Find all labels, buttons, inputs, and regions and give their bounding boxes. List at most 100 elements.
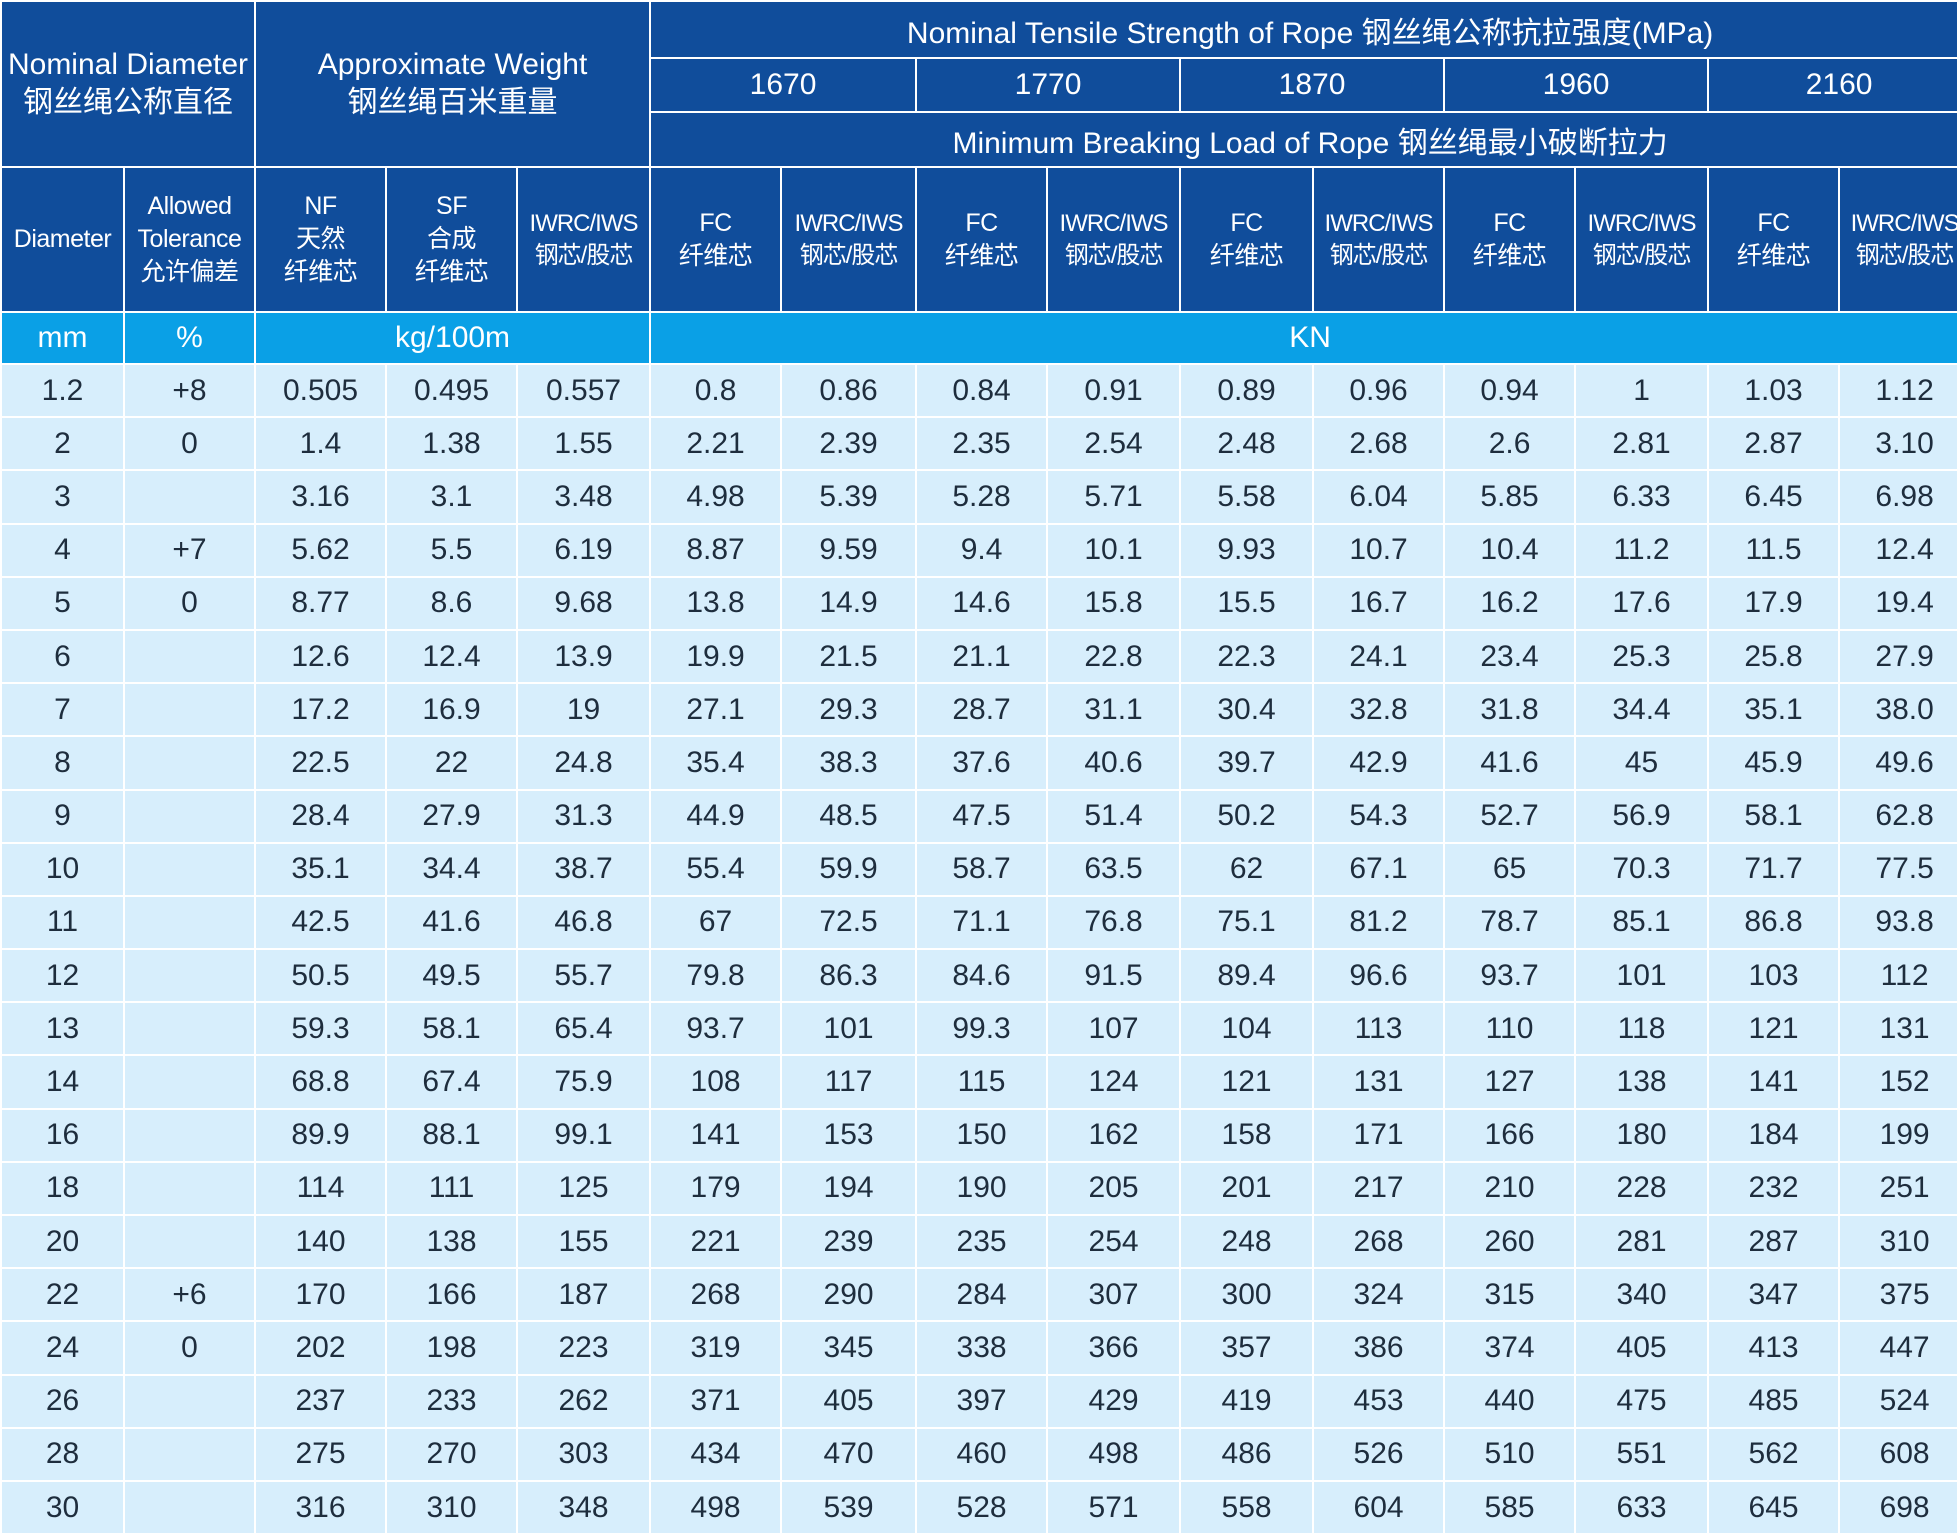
value-cell: 187 [516,1267,652,1323]
value-cell: 22.8 [1046,628,1182,685]
table-row: 10 35.1 34.4 38.7 55.4 59.9 58.7 63.5 62 67.1 65 70… [0,841,1957,897]
table-row: 14 68.8 67.4 75.9 108 117 115 124 121 131 127 138 14… [0,1054,1957,1110]
value-cell: 608 [1838,1426,1957,1482]
approx-weight-cn: 钢丝绳百米重量 [347,86,558,119]
value-cell: 79.8 [649,948,783,1004]
value-cell: 50.2 [1179,788,1315,844]
fc-header: FC 纤维芯 [1179,166,1315,313]
diameter-cell: 22 [0,1267,125,1323]
value-cell: 13.9 [516,628,652,685]
value-cell: 194 [780,1160,918,1217]
value-cell: 77.5 [1838,841,1957,897]
value-cell: 9.4 [915,522,1049,578]
unit-load: KN [649,311,1957,365]
value-cell: 39.7 [1179,735,1315,791]
value-cell: 140 [254,1213,388,1270]
value-cell: 202 [254,1320,388,1376]
value-cell: 113 [1312,1001,1446,1057]
value-cell: 115 [915,1054,1049,1110]
tolerance-cell: +7 [122,522,257,578]
tolerance-cell [122,628,257,685]
value-cell: 248 [1179,1213,1315,1270]
value-cell: 84.6 [915,948,1049,1004]
value-cell: 8.6 [385,575,519,631]
value-cell: 0.89 [1179,362,1315,419]
value-cell: 539 [780,1479,918,1536]
value-cell: 205 [1046,1160,1182,1217]
value-cell: 217 [1312,1160,1446,1217]
value-cell: 440 [1443,1373,1577,1429]
diameter-cell: 2 [0,416,125,472]
value-cell: 85.1 [1574,894,1710,951]
grade-header: 1960 [1443,57,1710,113]
tolerance-cell [122,1107,257,1163]
value-cell: 21.1 [915,628,1049,685]
value-cell: 150 [915,1107,1049,1163]
value-cell: 31.8 [1443,682,1577,738]
value-cell: 340 [1574,1267,1710,1323]
grade-header: 1670 [649,57,918,113]
value-cell: 23.4 [1443,628,1577,685]
unit-weight: kg/100m [254,311,652,365]
value-cell: 419 [1179,1373,1315,1429]
value-cell: 180 [1574,1107,1710,1163]
value-cell: 37.6 [915,735,1049,791]
value-cell: 155 [516,1213,652,1270]
fc-header: FC 纤维芯 [1707,166,1841,313]
tolerance-cell: 0 [122,1320,257,1376]
value-cell: 585 [1443,1479,1577,1536]
value-cell: 99.1 [516,1107,652,1163]
value-cell: 386 [1312,1320,1446,1376]
value-cell: 24.8 [516,735,652,791]
value-cell: 121 [1179,1054,1315,1110]
value-cell: 28.4 [254,788,388,844]
value-cell: 17.2 [254,682,388,738]
value-cell: 485 [1707,1373,1841,1429]
value-cell: 447 [1838,1320,1957,1376]
value-cell: 201 [1179,1160,1315,1217]
tolerance-cell [122,841,257,897]
value-cell: 42.9 [1312,735,1446,791]
value-cell: 118 [1574,1001,1710,1057]
value-cell: 9.93 [1179,522,1315,578]
value-cell: 405 [1574,1320,1710,1376]
table-row: 16 89.9 88.1 99.1 141 153 150 162 158 171 166 180 18… [0,1107,1957,1163]
value-cell: 31.1 [1046,682,1182,738]
value-cell: 184 [1707,1107,1841,1163]
value-cell: 300 [1179,1267,1315,1323]
value-cell: 22.3 [1179,628,1315,685]
diameter-cell: 13 [0,1001,125,1057]
value-cell: 101 [780,1001,918,1057]
table-row: 3 3.16 3.1 3.48 4.98 5.39 5.28 5.71 5.58 6.04 5.85… [0,469,1957,525]
value-cell: 604 [1312,1479,1446,1536]
value-cell: 310 [385,1479,519,1536]
value-cell: 35.1 [1707,682,1841,738]
tolerance-cell [122,1373,257,1429]
value-cell: 68.8 [254,1054,388,1110]
value-cell: 67.1 [1312,841,1446,897]
diameter-cell: 1.2 [0,362,125,419]
value-cell: 22 [385,735,519,791]
value-cell: 19 [516,682,652,738]
value-cell: 198 [385,1320,519,1376]
value-cell: 275 [254,1426,388,1482]
value-cell: 34.4 [385,841,519,897]
value-cell: 86.3 [780,948,918,1004]
value-cell: 78.7 [1443,894,1577,951]
value-cell: 5.71 [1046,469,1182,525]
value-cell: 40.6 [1046,735,1182,791]
value-cell: 31.3 [516,788,652,844]
value-cell: 633 [1574,1479,1710,1536]
value-cell: 54.3 [1312,788,1446,844]
value-cell: 239 [780,1213,918,1270]
value-cell: 72.5 [780,894,918,951]
value-cell: 413 [1707,1320,1841,1376]
value-cell: 262 [516,1373,652,1429]
diameter-cell: 11 [0,894,125,951]
value-cell: 110 [1443,1001,1577,1057]
value-cell: 19.9 [649,628,783,685]
breaking-load-header: Minimum Breaking Load of Rope 钢丝绳最小破断拉力 [649,111,1957,168]
table-row: 13 59.3 58.1 65.4 93.7 101 99.3 107 104 113 110 118… [0,1001,1957,1057]
value-cell: 524 [1838,1373,1957,1429]
